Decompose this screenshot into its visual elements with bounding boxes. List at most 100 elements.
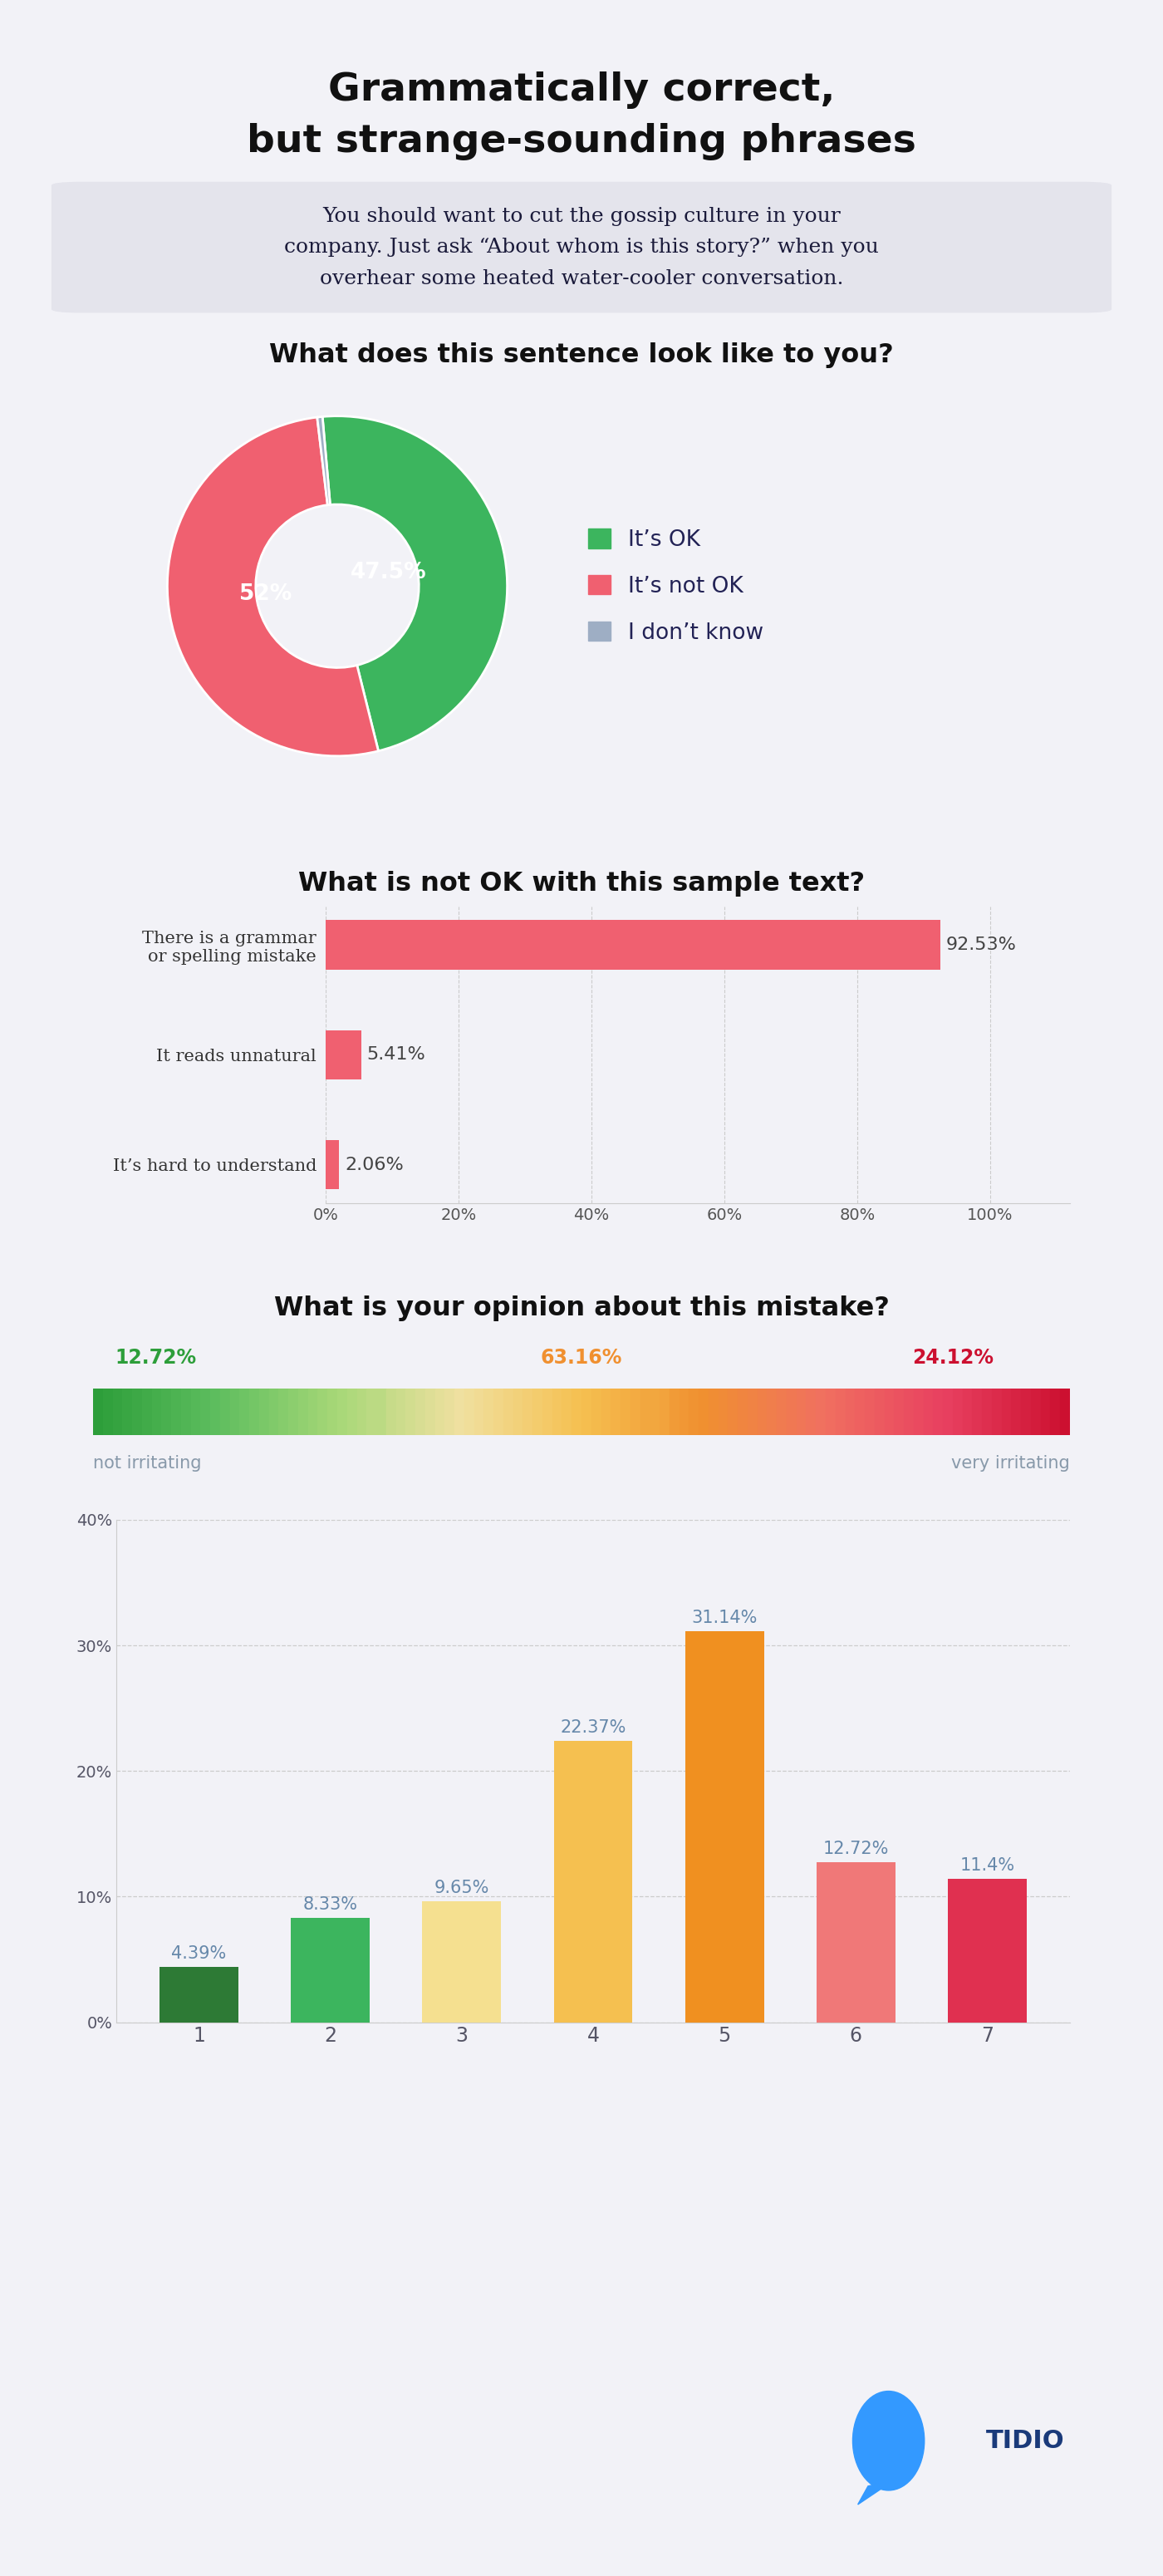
Bar bbox=[572, 1388, 582, 1435]
Bar bbox=[230, 1388, 240, 1435]
Bar bbox=[475, 1388, 484, 1435]
Text: 11.4%: 11.4% bbox=[959, 1857, 1014, 1873]
Bar bbox=[291, 1917, 370, 2022]
Bar bbox=[357, 1388, 366, 1435]
Text: TIDIO: TIDIO bbox=[986, 2429, 1064, 2452]
Text: 5.41%: 5.41% bbox=[366, 1046, 426, 1064]
Bar bbox=[426, 1388, 435, 1435]
Legend: It’s OK, It’s not OK, I don’t know: It’s OK, It’s not OK, I don’t know bbox=[582, 523, 770, 649]
Bar bbox=[191, 1388, 200, 1435]
Bar bbox=[259, 1388, 269, 1435]
Bar bbox=[406, 1388, 415, 1435]
Bar bbox=[395, 1388, 406, 1435]
Text: What is your opinion about this mistake?: What is your opinion about this mistake? bbox=[273, 1296, 890, 1321]
Bar bbox=[659, 1388, 670, 1435]
Bar bbox=[220, 1388, 230, 1435]
Bar bbox=[797, 1388, 806, 1435]
Bar bbox=[317, 1388, 328, 1435]
Text: 4.39%: 4.39% bbox=[171, 1945, 227, 1963]
Text: 22.37%: 22.37% bbox=[561, 1721, 626, 1736]
Wedge shape bbox=[322, 417, 507, 752]
Bar bbox=[513, 1388, 523, 1435]
Bar bbox=[377, 1388, 386, 1435]
Text: 12.72%: 12.72% bbox=[823, 1842, 889, 1857]
Bar bbox=[982, 1388, 992, 1435]
Bar bbox=[326, 1030, 362, 1079]
Bar bbox=[464, 1388, 475, 1435]
Bar bbox=[640, 1388, 650, 1435]
Bar bbox=[298, 1388, 308, 1435]
Bar bbox=[688, 1388, 699, 1435]
Bar bbox=[347, 1388, 357, 1435]
Bar bbox=[992, 1388, 1001, 1435]
Bar bbox=[542, 1388, 552, 1435]
Bar bbox=[113, 1388, 122, 1435]
Bar bbox=[171, 1388, 181, 1435]
Bar bbox=[326, 1141, 340, 1190]
Bar bbox=[685, 1631, 764, 2022]
Bar bbox=[894, 1388, 904, 1435]
Bar bbox=[846, 1388, 855, 1435]
Bar bbox=[328, 1388, 337, 1435]
Bar bbox=[933, 1388, 943, 1435]
Bar bbox=[923, 1388, 933, 1435]
Text: 9.65%: 9.65% bbox=[434, 1880, 490, 1896]
Bar bbox=[670, 1388, 679, 1435]
Bar bbox=[337, 1388, 347, 1435]
Text: 24.12%: 24.12% bbox=[912, 1347, 993, 1368]
Bar bbox=[269, 1388, 279, 1435]
Bar bbox=[601, 1388, 611, 1435]
Bar bbox=[552, 1388, 562, 1435]
Bar bbox=[159, 1968, 238, 2022]
Bar bbox=[366, 1388, 377, 1435]
Bar bbox=[737, 1388, 748, 1435]
Bar bbox=[200, 1388, 211, 1435]
Bar bbox=[422, 1901, 501, 2022]
Bar bbox=[122, 1388, 133, 1435]
Bar bbox=[948, 1878, 1027, 2022]
Bar bbox=[816, 1862, 896, 2022]
Bar bbox=[326, 920, 941, 969]
Text: very irritating: very irritating bbox=[951, 1455, 1070, 1471]
Text: 31.14%: 31.14% bbox=[692, 1610, 757, 1625]
Bar bbox=[972, 1388, 982, 1435]
Bar bbox=[554, 1741, 633, 2022]
Bar bbox=[279, 1388, 288, 1435]
Bar bbox=[93, 1388, 102, 1435]
Bar bbox=[142, 1388, 151, 1435]
Bar bbox=[249, 1388, 259, 1435]
Text: What does this sentence look like to you?: What does this sentence look like to you… bbox=[270, 343, 893, 368]
Bar bbox=[523, 1388, 533, 1435]
Bar bbox=[786, 1388, 797, 1435]
Bar bbox=[621, 1388, 630, 1435]
Bar bbox=[768, 1388, 777, 1435]
Text: 52%: 52% bbox=[240, 585, 292, 605]
Bar bbox=[455, 1388, 464, 1435]
Polygon shape bbox=[858, 2481, 893, 2504]
Bar bbox=[650, 1388, 659, 1435]
Text: 8.33%: 8.33% bbox=[304, 1896, 358, 1911]
Wedge shape bbox=[167, 417, 378, 755]
Bar bbox=[855, 1388, 865, 1435]
Bar bbox=[288, 1388, 298, 1435]
Bar bbox=[748, 1388, 757, 1435]
Bar bbox=[904, 1388, 914, 1435]
Bar bbox=[719, 1388, 728, 1435]
Text: You should want to cut the gossip culture in your
company. Just ask “About whom : You should want to cut the gossip cultur… bbox=[284, 206, 879, 289]
Bar bbox=[435, 1388, 444, 1435]
Text: What is not OK with this sample text?: What is not OK with this sample text? bbox=[298, 871, 865, 896]
Ellipse shape bbox=[852, 2391, 925, 2491]
Bar bbox=[728, 1388, 737, 1435]
FancyBboxPatch shape bbox=[51, 183, 1112, 312]
Bar bbox=[884, 1388, 894, 1435]
Bar bbox=[240, 1388, 249, 1435]
Bar bbox=[562, 1388, 572, 1435]
Text: 2.06%: 2.06% bbox=[344, 1157, 404, 1172]
Bar bbox=[591, 1388, 601, 1435]
Bar bbox=[1061, 1388, 1070, 1435]
Bar bbox=[1021, 1388, 1030, 1435]
Bar bbox=[484, 1388, 493, 1435]
Bar bbox=[816, 1388, 826, 1435]
Bar bbox=[875, 1388, 884, 1435]
Bar bbox=[1050, 1388, 1061, 1435]
